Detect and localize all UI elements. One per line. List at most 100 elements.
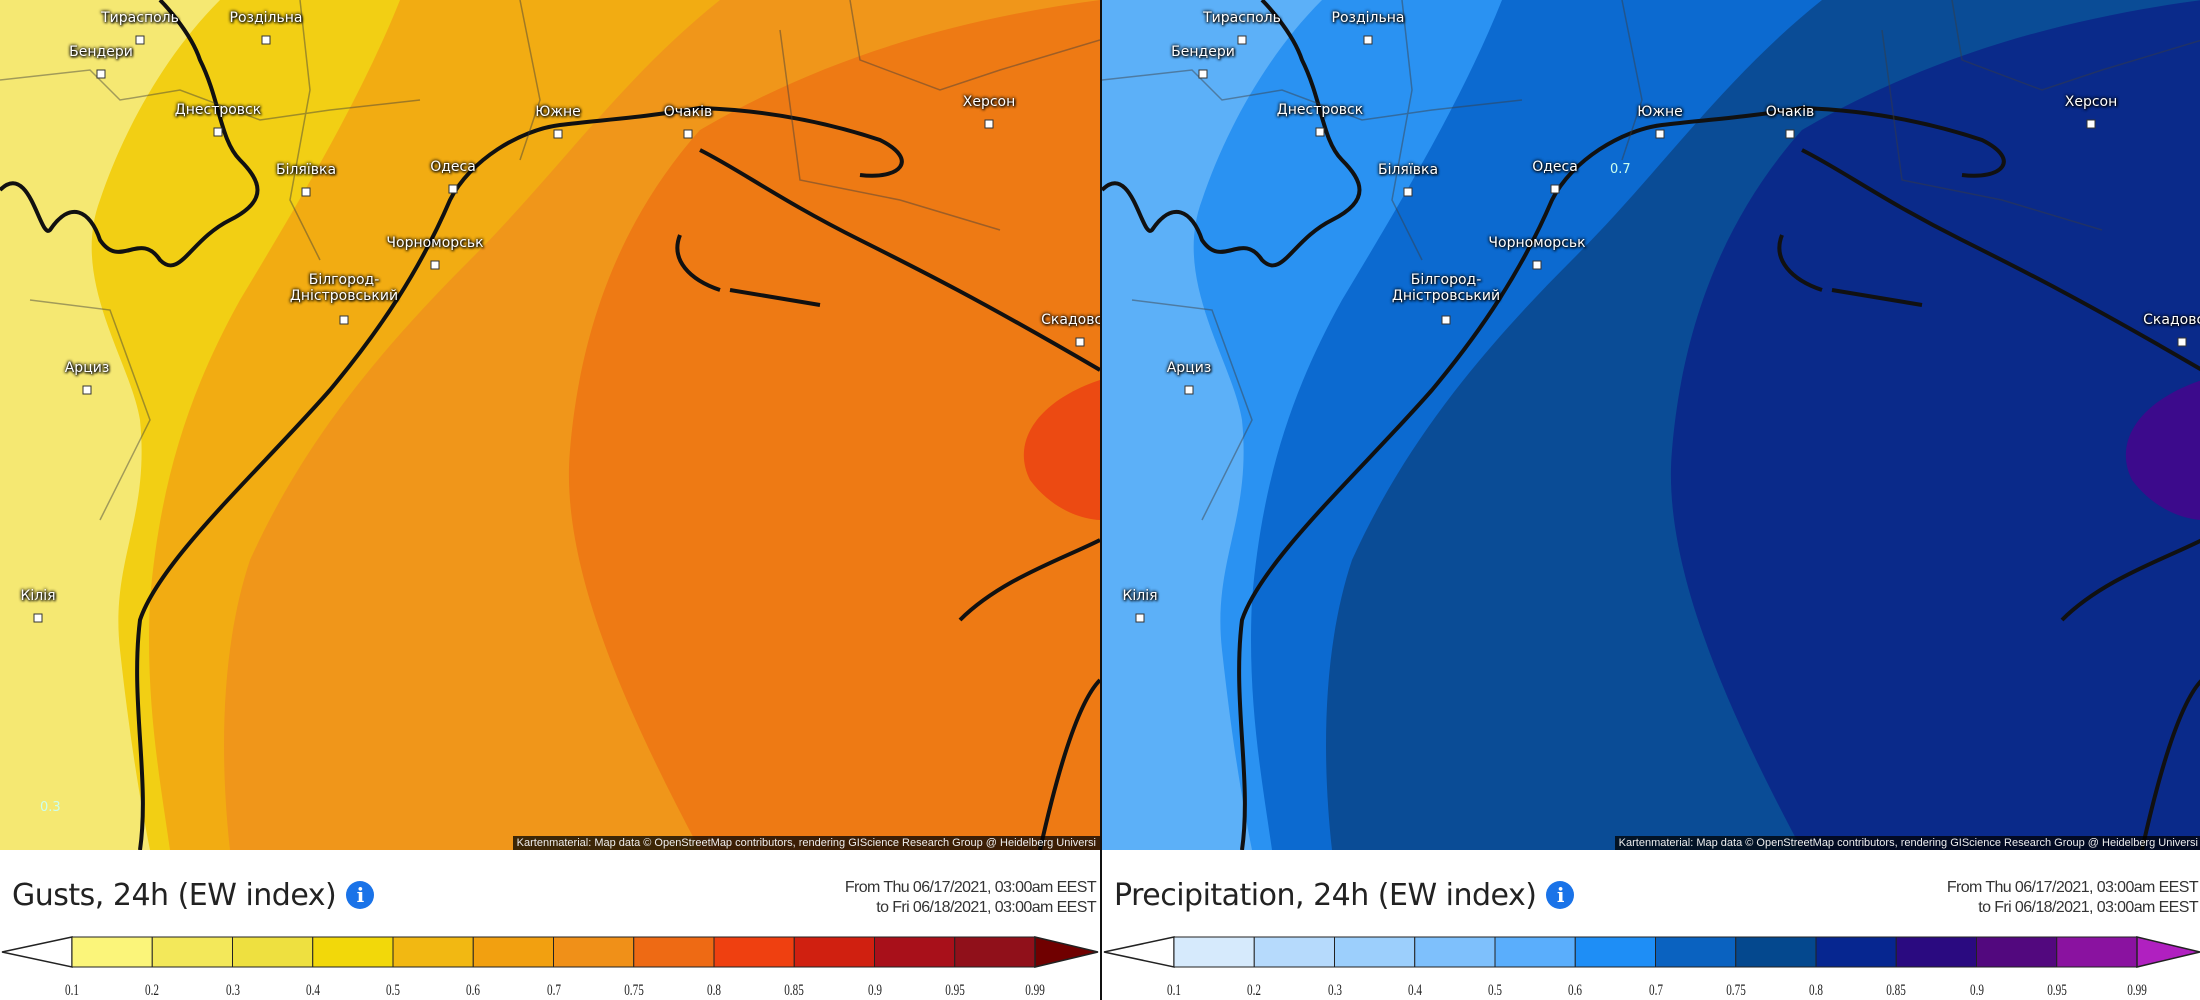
place-label: Роздільна	[229, 10, 303, 26]
colorbar-swatch	[1655, 936, 1737, 968]
colorbar-swatch	[71, 936, 153, 968]
info-icon[interactable]: i	[346, 881, 375, 909]
colorbar-tick-label: 0.4	[305, 982, 320, 999]
place-marker	[1184, 385, 1194, 395]
colorbar-tick-label: 0.2	[145, 982, 160, 999]
colorbar-swatch	[2056, 936, 2138, 968]
colorbar-tick-label: 0.1	[65, 982, 79, 999]
place-marker	[301, 187, 311, 197]
colorbar-tick-label: 0.4	[1407, 982, 1422, 999]
contour-band	[568, 0, 1100, 850]
colorbar-tick-label: 0.3	[225, 982, 240, 999]
place-label: Скадовськ	[1041, 312, 1100, 328]
colorbar-swatch	[1173, 936, 1255, 968]
place-label: Днестровск	[174, 102, 262, 118]
colorbar-tick-label: 0.99	[2127, 982, 2147, 999]
colorbar-tick-label: 0.9	[1969, 982, 1984, 999]
colorbar-high-arrow	[2136, 936, 2200, 968]
contour-value-label: 0.3	[40, 800, 61, 815]
place-label: Очаків	[1765, 104, 1815, 120]
colorbar-tick-label: 0.6	[1568, 982, 1583, 999]
legend: Gusts, 24h (EW index) i From Thu 06/17/20…	[0, 850, 1100, 1000]
precipitation-panel: Тирасполь Бендери Роздільна Днестровск Біляї…	[1100, 0, 2200, 1000]
colorbar-tick-label: 0.5	[1488, 982, 1502, 999]
place-label: Бендери	[1171, 44, 1235, 60]
place-label: Білгород- Дністровський	[1391, 272, 1501, 304]
place-label: Тирасполь	[101, 10, 179, 26]
place-label: Одеса	[1532, 159, 1578, 175]
place-marker	[1315, 127, 1325, 137]
colorbar-swatch	[874, 936, 956, 968]
coastline	[1102, 0, 2200, 850]
date-to: to Fri 06/18/2021, 03:00am EEST	[1978, 899, 2198, 916]
colorbar-tick-label: 0.3	[1327, 982, 1342, 999]
colorbar-tick-label: 0.75	[623, 982, 644, 999]
place-label: Кілія	[20, 588, 56, 604]
place-marker	[1655, 129, 1665, 139]
place-label: Южне	[535, 104, 581, 120]
place-label: Біляївка	[1377, 162, 1439, 178]
legend-title: Gusts, 24h (EW index)	[12, 878, 337, 913]
colorbar-tick-label: 0.85	[1886, 982, 1907, 999]
contour-band	[2125, 380, 2200, 520]
place-marker	[1237, 35, 1247, 45]
colorbar-swatch	[1976, 936, 2058, 968]
date-range: From Thu 06/17/2021, 03:00am EEST to Fri …	[844, 878, 1097, 918]
colorbar-tick-label: 0.75	[1725, 982, 1746, 999]
place-marker	[1550, 184, 1560, 194]
contour-band	[1023, 380, 1100, 520]
map[interactable]: Тирасполь Бендери Роздільна Днестровск Біляї…	[0, 0, 1100, 850]
colorbar-tick-label: 0.95	[2046, 982, 2067, 999]
colorbar-tick-label: 0.95	[944, 982, 965, 999]
colorbar-low-arrow	[1103, 936, 1175, 968]
colorbar-high-arrow	[1034, 936, 1099, 968]
place-label: Арциз	[64, 360, 110, 376]
date-to: to Fri 06/18/2021, 03:00am EEST	[876, 899, 1096, 916]
contour-band	[0, 0, 220, 850]
map-attribution: Kartenmaterial: Map data © OpenStreetMap…	[1614, 836, 2200, 850]
map-attribution: Kartenmaterial: Map data © OpenStreetMap…	[512, 836, 1100, 850]
info-icon[interactable]: i	[1546, 881, 1575, 909]
place-label: Біляївка	[275, 162, 337, 178]
place-label: Херсон	[2064, 94, 2118, 110]
place-marker	[2177, 337, 2187, 347]
admin-borders	[1102, 0, 2200, 521]
colorbar-tick-label: 0.6	[466, 982, 481, 999]
colorbar-swatch	[1574, 936, 1656, 968]
place-label: Очаків	[663, 104, 713, 120]
legend-title: Precipitation, 24h (EW index)	[1114, 878, 1537, 913]
place-marker	[448, 184, 458, 194]
gusts-panel: Тирасполь Бендери Роздільна Днестровск Біляї…	[0, 0, 1100, 1000]
colorbar-swatch	[553, 936, 635, 968]
colorbar-swatch	[232, 936, 314, 968]
place-marker	[1441, 315, 1451, 325]
contour-value-label: 0.7	[1610, 162, 1631, 177]
place-label: Скадовськ	[2143, 312, 2200, 328]
place-label: Тирасполь	[1203, 10, 1281, 26]
colorbar-tick-label: 0.85	[784, 982, 805, 999]
colorbar-swatch	[392, 936, 474, 968]
contour-map	[0, 0, 1100, 850]
place-marker	[33, 613, 43, 623]
place-marker	[261, 35, 271, 45]
place-label: Чорноморськ	[1488, 235, 1586, 251]
place-label: Арциз	[1166, 360, 1212, 376]
place-label: Бендери	[69, 44, 133, 60]
place-marker	[1532, 260, 1542, 270]
colorbar-swatch	[151, 936, 233, 968]
colorbar-swatch	[1895, 936, 1977, 968]
map[interactable]: Тирасполь Бендери Роздільна Днестровск Біляї…	[1102, 0, 2200, 850]
colorbar-swatch	[1494, 936, 1576, 968]
date-from: From Thu 06/17/2021, 03:00am EEST	[844, 879, 1097, 896]
admin-borders	[0, 0, 1100, 521]
colorbar-swatch	[1735, 936, 1817, 968]
place-marker	[1198, 69, 1208, 79]
place-label: Білгород- Дністровський	[289, 272, 399, 304]
colorbar-tick-label: 0.7	[1648, 982, 1663, 999]
legend: Precipitation, 24h (EW index) i From Thu …	[1102, 850, 2200, 1000]
place-marker	[2086, 119, 2096, 129]
place-marker	[1075, 337, 1085, 347]
place-marker	[1363, 35, 1373, 45]
place-marker	[339, 315, 349, 325]
colorbar-swatch	[1414, 936, 1496, 968]
